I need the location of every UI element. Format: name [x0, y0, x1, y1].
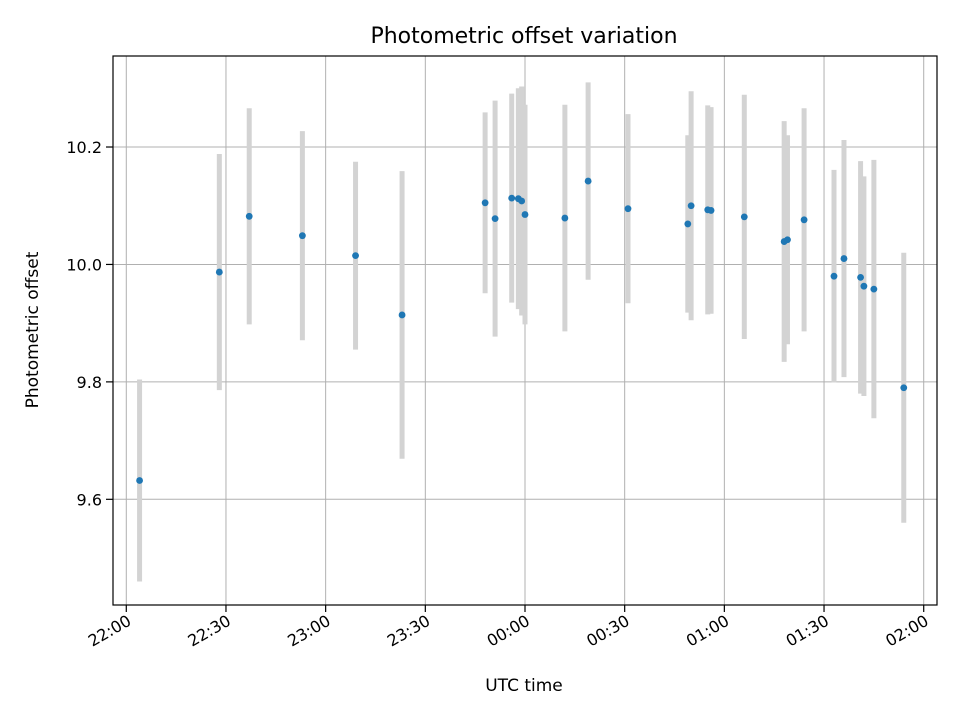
y-tick-label: 9.6 — [77, 490, 102, 509]
x-tick-label: 01:30 — [783, 611, 832, 651]
x-tick-label: 01:00 — [683, 611, 732, 651]
data-point — [740, 213, 748, 221]
data-point — [481, 199, 489, 207]
data-point — [584, 177, 592, 185]
chart-title: Photometric offset variation — [370, 24, 677, 49]
y-axis-ticks: 9.6 9.8 10.0 10.2 — [66, 138, 113, 509]
data-point — [687, 202, 695, 210]
data-point — [491, 215, 499, 223]
y-tick-label: 10.0 — [66, 255, 102, 274]
data-point — [870, 285, 878, 293]
x-tick-label: 22:30 — [185, 611, 234, 651]
x-axis-label: UTC time — [485, 676, 563, 696]
data-point — [518, 197, 526, 205]
x-tick-label: 23:00 — [284, 611, 333, 651]
data-point — [684, 220, 692, 228]
x-tick-label: 00:30 — [583, 611, 632, 651]
x-tick-label: 22:00 — [85, 611, 134, 651]
data-point — [298, 232, 306, 240]
data-point — [800, 216, 808, 224]
data-point — [784, 236, 791, 244]
data-point — [830, 272, 838, 280]
data-point — [561, 214, 569, 222]
data-point — [398, 311, 406, 319]
data-point — [215, 268, 223, 276]
data-point — [508, 194, 516, 202]
data-point — [860, 282, 868, 290]
data-points — [136, 177, 908, 484]
data-point — [840, 255, 848, 262]
data-point — [707, 207, 715, 214]
x-tick-label: 00:00 — [484, 611, 533, 651]
y-axis-label: Photometric offset — [23, 251, 43, 408]
data-point — [900, 384, 908, 392]
y-tick-label: 10.2 — [66, 138, 102, 157]
data-point — [521, 211, 529, 218]
error-bars — [137, 82, 907, 582]
y-tick-label: 9.8 — [77, 373, 102, 392]
x-tick-label: 02:00 — [882, 611, 931, 651]
data-point — [352, 252, 359, 260]
data-point — [857, 273, 864, 281]
data-point — [624, 205, 632, 213]
x-tick-label: 23:30 — [384, 611, 433, 651]
data-point — [245, 212, 253, 220]
data-point — [136, 477, 143, 484]
x-axis-ticks: 22:00 22:30 23:00 23:30 00:00 00:30 01:00 01:30… — [85, 605, 932, 651]
